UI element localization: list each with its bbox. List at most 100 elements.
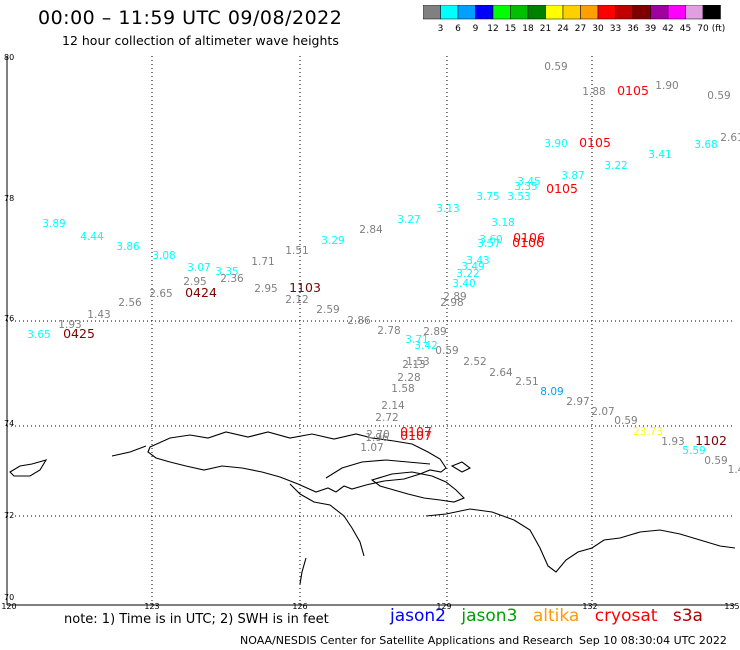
pass-time-label: 0424	[185, 285, 217, 300]
lon-tick-label: 132	[582, 602, 597, 611]
wave-height-label: 3.42	[414, 340, 437, 352]
legend-jason2: jason2	[390, 606, 446, 626]
wave-height-label: 1.88	[582, 86, 605, 98]
wave-height-label: 3.07	[187, 262, 210, 274]
wave-height-label: 2.56	[118, 297, 142, 309]
wave-height-label: 3.87	[561, 170, 584, 182]
wave-height-label: 3.89	[42, 218, 65, 230]
wave-height-label: 2.07	[591, 406, 614, 418]
wave-height-label: 1.93	[58, 319, 81, 331]
wave-height-label: 3.49	[461, 261, 484, 273]
wave-height-label: 0.59	[544, 61, 567, 73]
wave-height-label: 2.70	[366, 429, 389, 441]
wave-height-label: 3.35	[514, 181, 537, 193]
scale-label: 3	[438, 24, 444, 33]
map-subtitle: 12 hour collection of altimeter wave hei…	[62, 33, 339, 48]
lat-tick-label: 72	[4, 511, 14, 520]
lat-tick-label: 74	[4, 419, 14, 428]
wave-height-label: 1.51	[285, 245, 308, 257]
wave-height-label: 0.59	[704, 455, 727, 467]
wave-height-label: 3.57	[477, 238, 500, 250]
lon-tick-label: 129	[436, 602, 451, 611]
lon-tick-label: 135	[724, 602, 739, 611]
scale-label: 70	[697, 24, 709, 33]
generated-timestamp: Sep 10 08:30:04 UTC 2022	[579, 634, 727, 647]
lon-tick-label: 126	[292, 602, 307, 611]
color-scale: 3 6 9 12 15 18 21 24 27 30 33 36 39 42 45 70 (ft)	[423, 5, 726, 33]
wave-height-label: 3.45	[517, 176, 540, 188]
pass-time-label: 1103	[289, 280, 321, 295]
wave-height-label: 2.12	[285, 294, 308, 306]
scale-label: 39	[645, 24, 657, 33]
wave-height-label: 1.71	[251, 256, 274, 268]
wave-height-label: 2.36	[220, 273, 244, 285]
scale-label: 21	[540, 24, 551, 33]
wave-height-label: 2.97	[566, 396, 589, 408]
lat-tick-label: 76	[4, 314, 14, 323]
wave-height-label: 3.86	[116, 241, 140, 253]
wave-height-label: 3.68	[694, 139, 717, 151]
wave-height-label: 3.22	[604, 160, 627, 172]
graticule	[7, 56, 735, 605]
map-frame	[6, 56, 735, 606]
scale-unit: (ft)	[712, 24, 726, 33]
scale-label: 6	[455, 24, 461, 33]
pass-time-label: 0106	[512, 235, 544, 250]
wave-height-label: 3.75	[476, 191, 499, 203]
scale-label: 24	[557, 24, 569, 33]
legend-s3a: s3a	[672, 606, 703, 626]
wave-height-label: 3.71	[405, 334, 428, 346]
scale-label: 30	[592, 24, 604, 33]
pass-time-label: 0105	[546, 181, 578, 196]
wave-height-label: 1.93	[661, 436, 684, 448]
scale-swatch	[702, 5, 721, 20]
wave-height-label: 0.59	[614, 415, 637, 427]
wave-height-label: 1.43	[87, 309, 110, 321]
map-title: 00:00 – 11:59 UTC 09/08/2022	[38, 7, 343, 29]
pass-time-label: 0107	[400, 424, 432, 439]
pass-time-label: 0106	[513, 230, 545, 245]
wave-height-label: 4.44	[80, 231, 104, 243]
wave-height-label: 23.73	[633, 426, 663, 438]
wave-height-label: 2.13	[402, 359, 425, 371]
wave-height-label: 2.89	[423, 326, 446, 338]
pass-time-label: 0425	[63, 326, 95, 341]
wave-height-label: 1.53	[406, 356, 429, 368]
wave-height-label: 1.4	[728, 464, 740, 476]
wave-height-label: 0.59	[435, 345, 458, 357]
wave-height-label: 3.35	[215, 266, 238, 278]
wave-height-label: 2.51	[515, 376, 538, 388]
lat-tick-label: 78	[4, 194, 14, 203]
coastline	[9, 431, 736, 585]
wave-height-label: 3.13	[436, 203, 459, 215]
wave-height-label: 2.59	[316, 304, 339, 316]
scale-label: 18	[522, 24, 534, 33]
wave-height-label: 3.18	[491, 217, 514, 229]
wave-height-label: 3.41	[648, 149, 671, 161]
wave-height-label: 3.22	[456, 268, 479, 280]
credit-line: NOAA/NESDIS Center for Satellite Applica…	[240, 634, 574, 647]
wave-height-label: 2.52	[463, 356, 486, 368]
wave-height-label: 2.14	[381, 400, 405, 412]
scale-label: 15	[505, 24, 516, 33]
scale-label: 42	[662, 24, 673, 33]
lon-tick-label: 120	[1, 602, 16, 611]
wave-height-label: 2.95	[254, 283, 277, 295]
wave-height-label: 2.28	[397, 372, 420, 384]
lon-tick-label: 123	[144, 602, 159, 611]
wave-height-label: 5.59	[682, 445, 705, 457]
scale-label: 36	[627, 24, 639, 33]
wave-height-label: 3.60	[479, 234, 502, 246]
wave-height-label: 8.09	[540, 386, 563, 398]
scale-label: 33	[610, 24, 621, 33]
wave-height-label: 2.78	[377, 325, 400, 337]
legend-altika: altika	[532, 606, 580, 626]
wave-height-label: 3.29	[321, 235, 344, 247]
legend-cryosat: cryosat	[594, 606, 658, 626]
pass-time-label: 0107	[400, 428, 432, 443]
lat-tick-label: 70	[4, 593, 14, 602]
footer-note: note: 1) Time is in UTC; 2) SWH is in fe…	[64, 612, 329, 627]
wave-height-label: 3.90	[544, 138, 567, 150]
satellite-legend: jason2 jason3 altika cryosat s3a	[390, 606, 713, 626]
